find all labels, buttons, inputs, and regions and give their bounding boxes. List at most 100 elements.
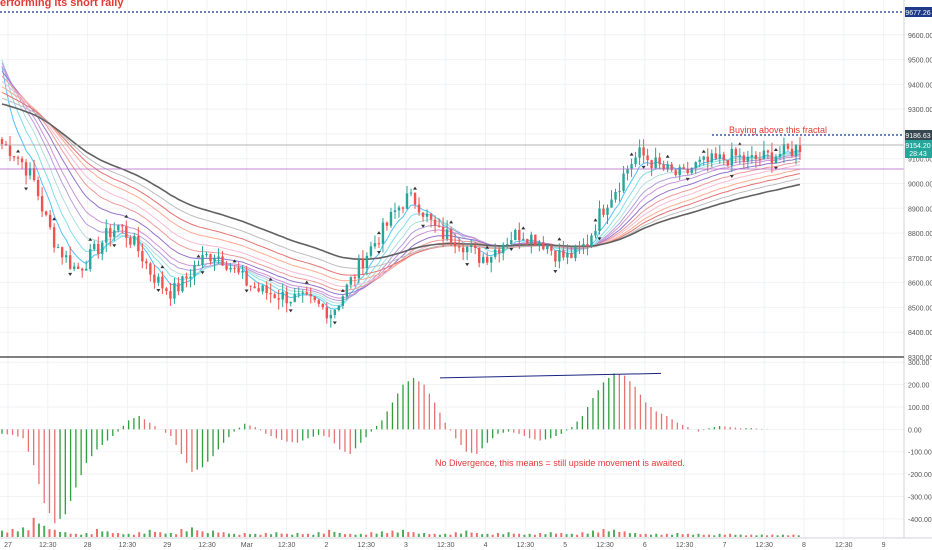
candle-body: [437, 225, 441, 227]
candle-body: [125, 226, 128, 238]
volume-bar: [428, 534, 431, 537]
candle-body: [790, 148, 794, 157]
fractal-up-marker: [485, 245, 490, 249]
candle-body: [93, 243, 96, 250]
volume-bar: [518, 533, 521, 537]
fractal-down-marker: [332, 321, 337, 325]
volume-bar: [708, 534, 711, 537]
volume-bar: [729, 533, 732, 537]
candle-body: [397, 207, 401, 211]
candle-body: [730, 149, 734, 166]
volume-bar: [349, 533, 352, 537]
candle-body: [417, 204, 421, 213]
volume-bar: [264, 533, 267, 537]
candle-body: [682, 167, 685, 169]
y-tick-label: 8900.00: [908, 206, 932, 213]
ema-line: [1, 59, 801, 304]
fractal-down-marker: [685, 177, 690, 181]
volume-bar: [312, 534, 315, 537]
candle-body: [68, 255, 72, 269]
volume-bar: [771, 534, 774, 537]
volume-bar: [365, 534, 368, 537]
candle-body: [738, 155, 742, 157]
volume-bar: [27, 530, 30, 537]
candle-body: [113, 230, 116, 238]
volume-bar: [649, 534, 652, 537]
candle-body: [618, 190, 621, 192]
volume-bar: [602, 529, 605, 537]
candle-body: [449, 229, 453, 243]
volume-bar: [402, 529, 404, 537]
volume-bar: [655, 533, 658, 537]
candle-body: [169, 291, 172, 299]
volume-bar: [713, 535, 716, 537]
osc-tick-label: -200.00: [908, 472, 932, 479]
x-tick-label: 3: [404, 542, 408, 549]
candle-body: [654, 157, 657, 169]
x-tick-label: 12:30: [755, 542, 773, 549]
candle-body: [562, 250, 565, 258]
fractal-up-marker: [124, 214, 129, 218]
x-tick-label: 12:30: [39, 542, 57, 549]
volume-bar: [634, 533, 637, 537]
volume-bar: [291, 534, 294, 537]
candle-body: [650, 160, 653, 169]
candle-body: [341, 296, 345, 306]
ema-line: [1, 97, 801, 269]
fractal-down-marker: [24, 187, 29, 191]
candle-body: [285, 291, 288, 304]
volume-bar: [523, 534, 526, 537]
volume-bar: [470, 532, 473, 537]
countdown-tag-text: 28:43: [909, 151, 927, 158]
fractal-down-marker: [112, 244, 117, 248]
ema-line: [1, 91, 801, 276]
y-tick-label: 9600.00: [908, 33, 932, 40]
candle-body: [133, 236, 136, 245]
osc-tick-label: 200.00: [908, 383, 930, 390]
candle-body: [722, 154, 725, 161]
volume-bar: [533, 534, 536, 537]
candle-body: [317, 300, 320, 304]
candle-body: [638, 147, 641, 158]
volume-bar: [32, 517, 35, 537]
candle-body: [16, 157, 20, 159]
volume-bar: [243, 533, 246, 537]
volume-bar: [718, 533, 721, 537]
last-price-tag-text: 9154.20: [905, 143, 930, 150]
candle-body: [401, 207, 405, 209]
candle-body: [221, 256, 224, 266]
candle-body: [385, 222, 389, 226]
volume-bar: [755, 535, 758, 537]
annotation-lines: [439, 372, 662, 379]
y-tick-label: 9000.00: [908, 182, 932, 189]
x-tick-label: 12:30: [517, 542, 535, 549]
volume-bar: [734, 534, 737, 537]
candle-body: [361, 259, 365, 269]
volume-bar: [781, 534, 784, 537]
volume-bar: [296, 533, 299, 537]
candle-body: [433, 219, 437, 226]
volume-bar: [576, 534, 579, 537]
volume-bar: [375, 533, 378, 537]
x-tick-label: 4: [484, 542, 488, 549]
candle-body: [614, 191, 617, 200]
candle-body: [389, 211, 393, 226]
volume-bar: [512, 533, 515, 537]
volume-bar: [491, 534, 494, 537]
volume-bar: [111, 533, 114, 537]
candle-body: [293, 294, 296, 302]
top-line-tag-text: 9677.26: [905, 10, 930, 17]
candle-body: [550, 245, 553, 251]
candle-body: [373, 243, 377, 247]
volume-bar: [122, 534, 125, 537]
candle-body: [542, 242, 545, 250]
fractal-down-marker: [244, 289, 249, 293]
fractal-down-marker: [641, 165, 646, 169]
candle-body: [141, 251, 144, 262]
candle-body: [658, 157, 661, 165]
candle-body: [369, 246, 373, 256]
candle-body: [56, 247, 60, 249]
x-tick-label: 28: [84, 542, 92, 549]
volume-bar: [222, 532, 225, 537]
